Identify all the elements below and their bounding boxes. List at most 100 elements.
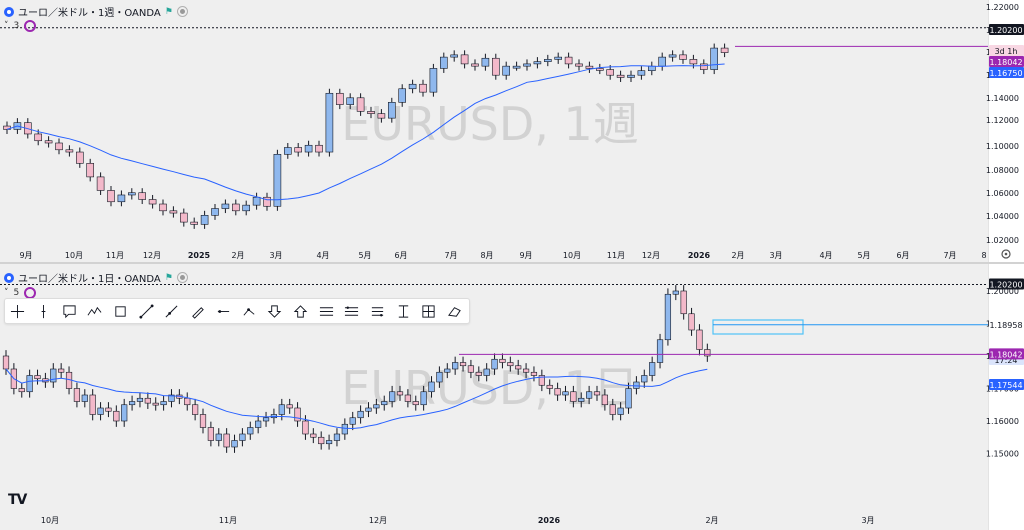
arrow-up-icon[interactable] <box>288 300 314 322</box>
price-tick-label: 1.12000 <box>986 116 1019 125</box>
crosshair-icon[interactable] <box>5 300 31 322</box>
time-axis-label: 10月 <box>65 251 83 260</box>
candle <box>55 138 63 155</box>
candle <box>58 363 65 379</box>
candle <box>481 53 490 71</box>
candle-body <box>499 358 506 363</box>
time-axis-label: 2月 <box>705 516 718 525</box>
chevron-down-icon[interactable]: ˅ <box>4 21 9 31</box>
price-badge[interactable]: 3d 1h <box>989 45 1024 56</box>
vertical-line-icon[interactable] <box>31 300 57 322</box>
grid-icon[interactable] <box>416 300 442 322</box>
price-badge[interactable]: 1.17544 <box>989 379 1024 390</box>
market-status-icon[interactable] <box>176 6 188 17</box>
candle-body <box>97 407 104 415</box>
weekly-indicator-toggle[interactable]: ˅ 3 <box>4 20 37 32</box>
candle-body <box>396 391 404 396</box>
candle <box>121 398 128 427</box>
trend-line-icon[interactable] <box>133 300 159 322</box>
brush-icon[interactable] <box>185 300 211 322</box>
candle <box>688 307 695 336</box>
weekly-price-scale[interactable] <box>988 0 1024 262</box>
chevron-down-icon[interactable]: ˅ <box>4 288 9 298</box>
candle-body <box>575 63 583 67</box>
tradingview-logo[interactable]: TV <box>8 492 27 508</box>
price-range-icon[interactable] <box>390 300 416 322</box>
zigzag-icon[interactable] <box>82 300 108 322</box>
candle-body <box>656 339 664 363</box>
candle <box>546 379 553 395</box>
horizontal-ray-icon[interactable] <box>211 300 237 322</box>
candle-body <box>26 375 33 393</box>
candle-body <box>404 394 411 402</box>
pitchfork-icon[interactable] <box>365 300 391 322</box>
daily-chart[interactable]: EURUSD, 1日1.200001.190001.180001.170001.… <box>0 264 1024 530</box>
candle <box>396 385 404 401</box>
time-axis-label: 2026 <box>688 251 711 260</box>
candle <box>341 418 348 440</box>
path-icon[interactable] <box>236 300 262 322</box>
gear-icon[interactable] <box>1001 249 1011 259</box>
time-axis-label: 11月 <box>219 516 237 525</box>
candle-body <box>278 404 285 415</box>
candle-body <box>515 365 522 370</box>
candle-body <box>554 388 561 396</box>
price-badge[interactable]: 1.20200 <box>989 278 1024 290</box>
candle <box>223 428 230 453</box>
candle-body <box>564 56 573 65</box>
candle <box>562 385 569 401</box>
candle-body <box>223 433 230 448</box>
box-icon[interactable] <box>108 300 134 322</box>
price-badge[interactable]: 1.20200 <box>989 24 1024 35</box>
weekly-header[interactable]: ユーロ／米ドル・1週・OANDA ⚑ <box>4 4 188 19</box>
daily-symbol-title[interactable]: ユーロ／米ドル・1日・OANDA <box>18 274 161 285</box>
candle <box>625 382 632 414</box>
daily-price-scale[interactable] <box>988 264 1024 530</box>
candle-body <box>450 54 459 58</box>
time-axis-label: 11月 <box>607 251 625 260</box>
candle-body <box>335 92 344 105</box>
candle <box>601 389 608 411</box>
eraser-icon[interactable] <box>442 300 468 322</box>
price-tick-label: 1.22000 <box>986 3 1019 12</box>
pane-separator[interactable] <box>0 262 1024 264</box>
ray-icon[interactable] <box>159 300 185 322</box>
price-badge[interactable]: 1.16750 <box>989 67 1024 78</box>
fib-icon[interactable] <box>339 300 365 322</box>
candle <box>512 61 521 71</box>
candle <box>200 210 209 229</box>
candle <box>507 356 514 372</box>
arrow-down-icon[interactable] <box>262 300 288 322</box>
time-axis-label: 11月 <box>106 251 124 260</box>
candle <box>564 52 573 69</box>
rectangle-drawing[interactable] <box>712 319 804 335</box>
symbol-logo-icon <box>4 272 14 283</box>
candle <box>357 405 364 424</box>
candle <box>554 382 561 401</box>
market-status-icon[interactable] <box>176 272 188 283</box>
candle <box>499 353 506 369</box>
rectangle-note-icon[interactable] <box>56 300 82 322</box>
time-axis-label: 2月 <box>731 251 744 260</box>
price-badge[interactable]: 1.18042 <box>989 348 1024 360</box>
candle-body <box>696 329 703 350</box>
candle <box>538 369 545 392</box>
candle-body <box>444 368 451 373</box>
weekly-symbol-title[interactable]: ユーロ／米ドル・1週・OANDA <box>18 8 161 19</box>
flag-icon[interactable]: ⚑ <box>164 6 173 17</box>
weekly-chart[interactable]: EURUSD, 1週1.220001.200001.180001.160001.… <box>0 0 1024 262</box>
flag-icon[interactable]: ⚑ <box>164 272 173 283</box>
daily-header[interactable]: ユーロ／米ドル・1日・OANDA ⚑ <box>4 270 188 285</box>
candle <box>138 188 146 205</box>
candle-body <box>617 407 624 415</box>
parallel-channel-icon[interactable] <box>313 300 339 322</box>
candle <box>491 353 498 375</box>
weekly-chart-pane[interactable] <box>0 0 988 262</box>
price-badge[interactable]: 1.18042 <box>989 56 1024 67</box>
candle-body <box>152 402 159 406</box>
candle <box>515 359 522 375</box>
price-badge[interactable]: 1.18958 <box>989 318 1024 330</box>
candle-body <box>633 381 640 389</box>
price-badge-label: 1.16750 <box>989 69 1022 78</box>
